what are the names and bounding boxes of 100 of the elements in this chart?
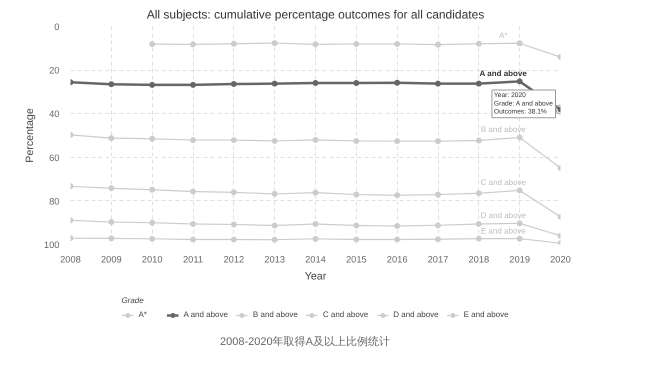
x-tick-label: 2010 bbox=[142, 254, 163, 264]
y-tick-label: 20 bbox=[49, 66, 60, 76]
legend-title: Grade bbox=[121, 296, 145, 304]
point bbox=[272, 236, 278, 243]
point bbox=[149, 41, 156, 48]
point bbox=[394, 236, 400, 242]
point bbox=[312, 80, 318, 86]
x-tick-label: 2018 bbox=[468, 254, 490, 264]
point bbox=[149, 82, 156, 88]
y-tick-label: 0 bbox=[54, 22, 60, 32]
point bbox=[435, 192, 441, 198]
legend-label: C and above bbox=[322, 310, 368, 320]
point bbox=[312, 190, 318, 196]
text: E and above bbox=[480, 226, 526, 236]
legend-label: E and above bbox=[464, 310, 509, 320]
point bbox=[476, 40, 482, 47]
point bbox=[272, 40, 278, 46]
point bbox=[435, 42, 441, 48]
point bbox=[190, 221, 196, 228]
point bbox=[476, 190, 482, 196]
point bbox=[190, 137, 196, 144]
point bbox=[476, 221, 482, 228]
point bbox=[230, 189, 237, 196]
y-tick-label: 100 bbox=[44, 240, 60, 250]
point bbox=[394, 80, 400, 86]
point bbox=[230, 236, 237, 242]
x-tick-label: 2016 bbox=[386, 254, 408, 264]
point bbox=[476, 236, 482, 242]
point bbox=[108, 235, 114, 242]
point bbox=[516, 220, 523, 226]
x-tick-label: 2019 bbox=[509, 254, 530, 264]
x-tick-label: 2012 bbox=[223, 254, 244, 264]
point bbox=[230, 40, 237, 47]
point bbox=[272, 80, 278, 87]
point bbox=[149, 186, 156, 193]
x-tick-label: 2008 bbox=[60, 254, 81, 264]
y-tick-label: 40 bbox=[49, 109, 60, 120]
point bbox=[394, 192, 400, 198]
point bbox=[272, 138, 278, 144]
point bbox=[312, 136, 318, 143]
point bbox=[394, 40, 400, 47]
point bbox=[353, 80, 360, 86]
text: D and above bbox=[480, 211, 526, 220]
text: A* bbox=[499, 31, 508, 40]
point bbox=[516, 236, 523, 242]
point bbox=[312, 221, 318, 228]
point bbox=[272, 190, 278, 197]
y-tick-label: 80 bbox=[49, 196, 60, 206]
y-axis-title: Percentage bbox=[24, 108, 36, 163]
point bbox=[149, 236, 156, 242]
point bbox=[230, 137, 237, 144]
point bbox=[108, 219, 114, 226]
point bbox=[435, 80, 441, 87]
legend-label: A* bbox=[138, 310, 148, 320]
point bbox=[353, 236, 360, 242]
point bbox=[435, 138, 441, 144]
text: 2008-2020年取得A及以上比例统计 bbox=[220, 335, 390, 350]
text: C and above bbox=[480, 178, 526, 188]
point bbox=[108, 135, 114, 142]
text: B and above bbox=[480, 125, 526, 134]
y-tick-label: 60 bbox=[49, 152, 60, 163]
x-tick-label: 2011 bbox=[182, 254, 204, 264]
point bbox=[516, 40, 523, 46]
point bbox=[190, 236, 196, 242]
point bbox=[435, 222, 441, 228]
point bbox=[272, 222, 278, 229]
chart-title: All subjects: cumulative percentage outcomes for all candidates bbox=[146, 8, 484, 22]
point bbox=[190, 41, 196, 48]
text: A and above bbox=[480, 69, 527, 78]
point bbox=[108, 81, 114, 88]
x-tick-label: 2013 bbox=[264, 254, 286, 264]
point bbox=[230, 81, 237, 88]
point bbox=[312, 236, 318, 242]
point bbox=[476, 138, 482, 144]
legend-label: B and above bbox=[252, 310, 298, 320]
point bbox=[108, 185, 114, 192]
point bbox=[476, 80, 482, 87]
x-tick-label: 2020 bbox=[550, 254, 571, 264]
x-tick-label: 2009 bbox=[100, 254, 122, 264]
point bbox=[516, 134, 523, 140]
point bbox=[394, 222, 400, 229]
legend-label: A and above bbox=[183, 310, 228, 320]
point bbox=[516, 78, 523, 84]
point bbox=[353, 138, 360, 144]
point bbox=[149, 136, 156, 142]
point bbox=[149, 220, 156, 226]
point bbox=[190, 82, 196, 88]
x-tick-label: 2015 bbox=[346, 254, 367, 264]
point bbox=[353, 40, 360, 47]
point bbox=[516, 187, 523, 194]
x-tick-label: 2014 bbox=[305, 254, 326, 264]
point bbox=[435, 236, 441, 242]
x-tick-label: 2017 bbox=[428, 254, 448, 264]
point bbox=[353, 192, 360, 198]
point bbox=[230, 221, 237, 228]
x-axis-title: Year bbox=[304, 270, 327, 282]
point bbox=[394, 138, 400, 144]
legend-label: D and above bbox=[393, 310, 439, 320]
point bbox=[312, 41, 318, 48]
point bbox=[190, 188, 196, 195]
